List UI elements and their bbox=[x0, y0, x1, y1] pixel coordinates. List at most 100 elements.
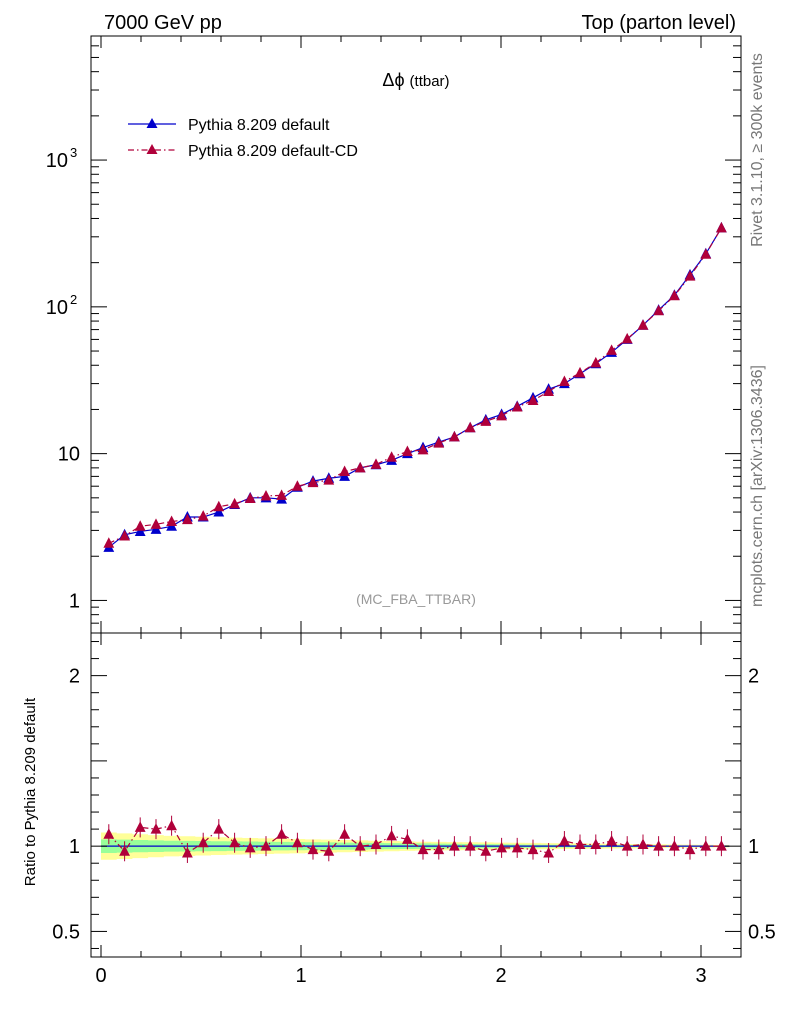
data-point bbox=[511, 400, 523, 412]
chart-title: Δϕ (ttbar) bbox=[382, 70, 449, 90]
data-point bbox=[244, 492, 256, 503]
ratio-point bbox=[213, 823, 225, 834]
ratio-point bbox=[716, 840, 727, 851]
ratio-y-label: Ratio to Pythia 8.209 default bbox=[22, 697, 39, 886]
ratio-point bbox=[386, 829, 397, 841]
legend-label-default: Pythia 8.209 default bbox=[188, 117, 330, 134]
legend-marker-cd bbox=[146, 144, 158, 154]
x-tick-label: 2 bbox=[495, 965, 506, 987]
legend-marker-default bbox=[146, 118, 158, 128]
data-point bbox=[119, 529, 130, 541]
ratio-point bbox=[197, 836, 209, 848]
y-tick-label: 10 bbox=[58, 444, 80, 466]
data-point bbox=[606, 344, 617, 355]
data-point bbox=[339, 465, 350, 477]
data-point bbox=[323, 474, 335, 485]
ratio-point bbox=[511, 841, 523, 853]
data-point bbox=[684, 270, 696, 281]
ratio-point bbox=[323, 845, 335, 856]
data-point bbox=[543, 385, 554, 397]
data-point bbox=[260, 489, 272, 501]
analysis-tag: (MC_FBA_TTBAR) bbox=[356, 591, 476, 607]
data-point bbox=[433, 437, 445, 448]
header-right: Top (parton level) bbox=[581, 12, 736, 34]
data-point bbox=[574, 366, 586, 378]
ratio-point bbox=[559, 835, 570, 846]
ratio-point bbox=[527, 843, 539, 855]
data-point bbox=[276, 489, 287, 500]
data-point bbox=[669, 289, 680, 301]
series-default-cd bbox=[103, 221, 727, 548]
ratio-point bbox=[229, 836, 240, 848]
ratio-point bbox=[449, 840, 460, 851]
ratio-point bbox=[276, 828, 287, 839]
ratio-point bbox=[119, 845, 130, 856]
data-point bbox=[480, 415, 492, 426]
ratio-points bbox=[103, 815, 727, 863]
data-point bbox=[150, 518, 162, 529]
data-point bbox=[197, 510, 209, 521]
data-point bbox=[559, 375, 570, 387]
data-point bbox=[182, 513, 193, 525]
y-tick-label: 10 bbox=[46, 297, 68, 319]
series-default bbox=[103, 221, 727, 552]
ratio-point bbox=[543, 846, 554, 858]
ratio-point bbox=[637, 838, 649, 849]
header-left: 7000 GeV pp bbox=[104, 12, 222, 34]
ratio-point bbox=[464, 840, 476, 851]
series-line bbox=[108, 227, 722, 544]
data-point bbox=[134, 520, 146, 531]
data-point bbox=[213, 506, 225, 517]
y-tick-label-exponent: 3 bbox=[70, 145, 77, 160]
ratio-point bbox=[417, 843, 429, 855]
ratio-y-tick-label-right: 1 bbox=[748, 836, 759, 858]
ratio-y-ticks: 0.5 0.5 1 1 2 2 bbox=[52, 641, 776, 949]
data-point bbox=[621, 332, 633, 344]
ratio-y-tick-label: 0.5 bbox=[52, 921, 80, 943]
ratio-frame bbox=[90, 632, 742, 958]
data-point bbox=[213, 500, 225, 512]
mcplots-label: mcplots.cern.ch [arXiv:1306.3436] bbox=[749, 365, 766, 607]
ratio-point bbox=[103, 828, 115, 839]
data-point bbox=[449, 430, 460, 442]
x-tick-label: 0 bbox=[95, 965, 106, 987]
data-point bbox=[637, 319, 649, 330]
data-point bbox=[653, 304, 664, 316]
ratio-point bbox=[606, 835, 617, 846]
ratio-point bbox=[574, 838, 586, 849]
ratio-y-tick-label: 2 bbox=[69, 666, 80, 688]
data-point bbox=[386, 451, 397, 462]
data-point bbox=[716, 221, 727, 233]
ratio-point bbox=[653, 840, 664, 851]
y-tick-label-exponent: 2 bbox=[70, 292, 77, 307]
ratio-y-tick-label-right: 0.5 bbox=[748, 921, 776, 943]
ratio-point bbox=[307, 843, 319, 855]
data-point bbox=[496, 409, 507, 421]
ratio-bands bbox=[101, 832, 730, 860]
ratio-point bbox=[669, 840, 680, 851]
x-tick-label: 3 bbox=[695, 965, 706, 987]
data-point bbox=[590, 356, 602, 368]
data-point bbox=[103, 537, 115, 548]
data-point bbox=[166, 515, 177, 526]
ratio-point bbox=[182, 846, 193, 858]
ratio-point bbox=[339, 828, 350, 839]
ratio-point bbox=[590, 838, 602, 849]
ratio-point bbox=[370, 838, 382, 849]
x-tick-label: 1 bbox=[295, 965, 306, 987]
data-point bbox=[370, 458, 382, 469]
legend: Pythia 8.209 default Pythia 8.209 defaul… bbox=[128, 117, 358, 160]
y-tick-label: 1 bbox=[69, 590, 80, 612]
ratio-y-tick-label-right: 2 bbox=[748, 666, 759, 688]
ratio-line bbox=[108, 825, 722, 854]
data-point bbox=[354, 461, 366, 473]
ratio-point bbox=[496, 841, 507, 853]
ratio-point bbox=[150, 823, 162, 834]
ratio-point bbox=[292, 836, 303, 848]
data-point bbox=[229, 497, 240, 509]
series-line bbox=[108, 227, 722, 548]
ratio-point bbox=[260, 840, 272, 851]
data-point bbox=[527, 394, 539, 406]
